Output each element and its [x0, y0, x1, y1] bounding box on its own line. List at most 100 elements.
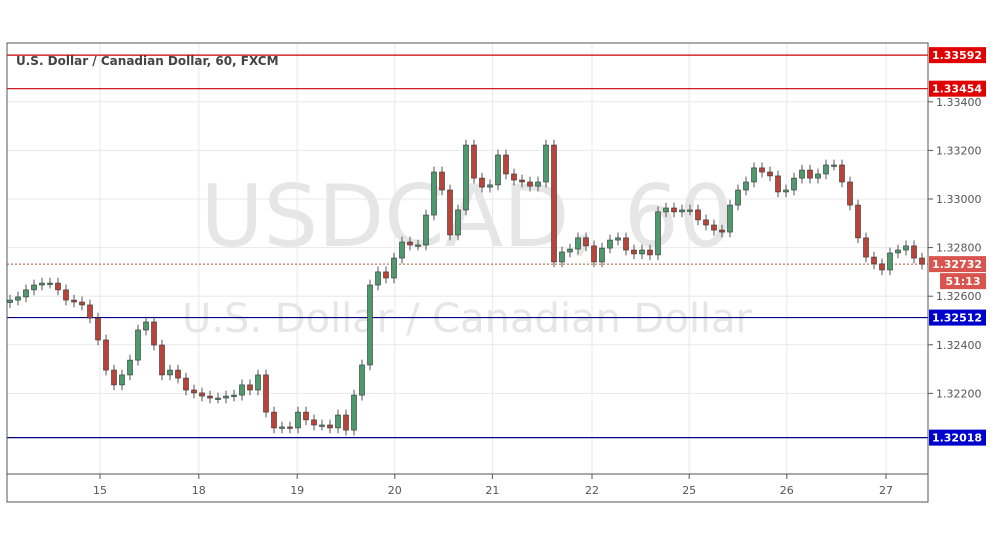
candle — [879, 258, 885, 276]
candle-body — [895, 249, 901, 254]
candle-body — [47, 282, 53, 285]
candle — [207, 390, 213, 404]
candle — [15, 291, 21, 306]
candle-body — [719, 229, 725, 233]
candle — [71, 294, 77, 308]
candle — [487, 179, 493, 193]
candle-body — [823, 164, 829, 175]
candle-body — [247, 384, 253, 391]
candle — [855, 199, 861, 244]
candle — [151, 316, 157, 351]
candle — [295, 406, 301, 434]
candle-body — [207, 395, 213, 399]
candle — [759, 162, 765, 178]
candle — [447, 184, 453, 241]
candle-body — [135, 329, 141, 361]
candle — [167, 364, 173, 381]
candle — [255, 369, 261, 396]
candle-body — [783, 189, 789, 193]
x-tick-label: 15 — [93, 484, 107, 497]
candle-body — [791, 177, 797, 191]
candle — [807, 164, 813, 184]
candle — [175, 364, 181, 384]
candle — [887, 247, 893, 276]
candle — [55, 277, 61, 296]
candle-body — [647, 249, 653, 256]
candle-body — [727, 204, 733, 233]
candle — [351, 389, 357, 436]
x-tick-label: 25 — [682, 484, 696, 497]
candle-body — [351, 394, 357, 431]
candle — [431, 166, 437, 221]
candle-body — [127, 359, 133, 376]
candle — [271, 406, 277, 434]
candle — [695, 204, 701, 226]
candle-body — [503, 154, 509, 175]
x-tick-label: 26 — [780, 484, 794, 497]
candle-body — [575, 237, 581, 250]
candle-body — [271, 411, 277, 429]
candle-body — [151, 321, 157, 346]
candle-body — [335, 414, 341, 429]
y-tick-label: 1.33400 — [936, 96, 982, 109]
resistance-label: 1.33592 — [932, 49, 982, 62]
candle-body — [111, 369, 117, 386]
candle — [63, 284, 69, 306]
candle — [127, 354, 133, 381]
candle — [567, 243, 573, 258]
candle — [407, 236, 413, 251]
candle-body — [655, 211, 661, 256]
candle — [103, 334, 109, 376]
candle — [711, 219, 717, 236]
candle — [663, 202, 669, 218]
candle — [511, 168, 517, 186]
y-tick-label: 1.32600 — [936, 290, 982, 303]
candle-body — [439, 171, 445, 191]
candle — [735, 184, 741, 211]
candle — [495, 149, 501, 191]
time-axis[interactable]: 15 18 19 20 21 22 25 26 27 — [93, 474, 893, 497]
candle-body — [471, 144, 477, 179]
candle — [655, 206, 661, 261]
x-tick-label: 22 — [585, 484, 599, 497]
candle-body — [183, 377, 189, 391]
candle-body — [455, 209, 461, 236]
candle — [767, 166, 773, 182]
y-tick-label: 1.32800 — [936, 242, 982, 255]
price-axis[interactable]: 1.33400 1.33200 1.33000 1.32800 1.32600 1.324… — [928, 96, 982, 401]
candle — [287, 421, 293, 434]
candle-body — [639, 249, 645, 255]
candle-body — [511, 173, 517, 181]
candle — [199, 387, 205, 402]
candle — [687, 204, 693, 216]
x-tick-label: 21 — [485, 484, 499, 497]
candle — [631, 244, 637, 260]
support-label: 1.32018 — [932, 432, 982, 445]
candle-body — [903, 245, 909, 251]
candle — [719, 224, 725, 238]
candle — [535, 176, 541, 192]
candle — [479, 172, 485, 193]
candle-body — [359, 364, 365, 396]
candle-body — [839, 164, 845, 183]
candle-body — [847, 181, 853, 206]
candle-body — [519, 179, 525, 183]
candle — [743, 176, 749, 196]
candle — [903, 240, 909, 256]
candle — [751, 162, 757, 188]
support-label: 1.32512 — [932, 312, 982, 325]
candle-body — [263, 374, 269, 413]
candle — [911, 240, 917, 264]
candle — [471, 139, 477, 184]
candle — [319, 419, 325, 431]
candle-body — [423, 214, 429, 246]
candle-body — [31, 284, 37, 291]
candle — [327, 419, 333, 434]
candle — [399, 236, 405, 264]
candle — [463, 139, 469, 216]
candle — [455, 204, 461, 241]
x-tick-label: 19 — [290, 484, 304, 497]
candle — [23, 284, 29, 303]
resistance-label: 1.33454 — [932, 83, 982, 96]
